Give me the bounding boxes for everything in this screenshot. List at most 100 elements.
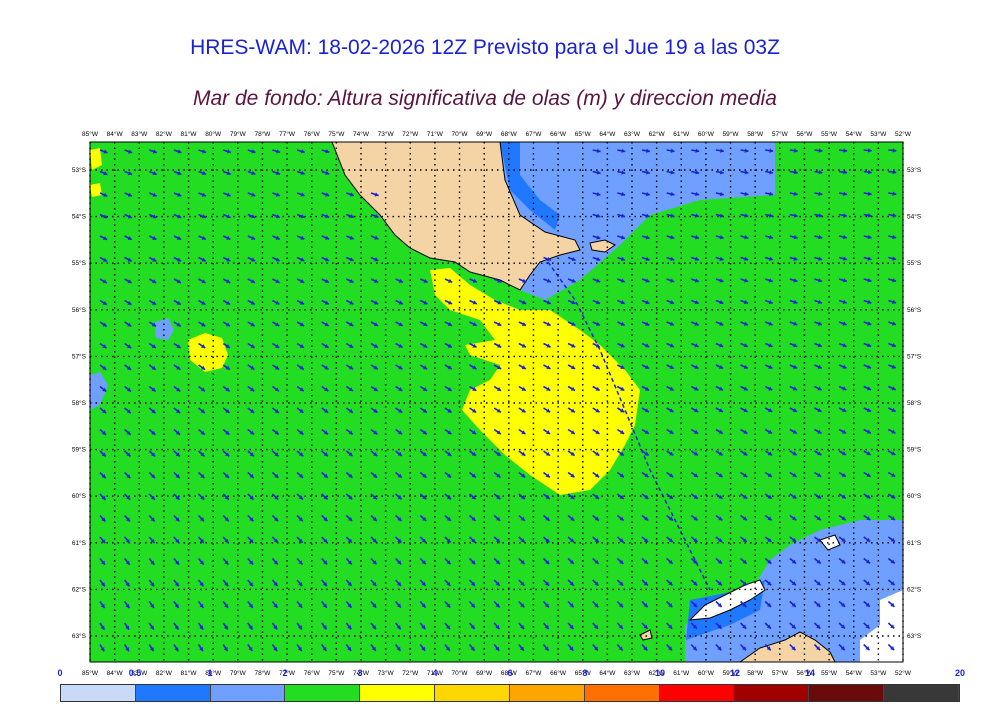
- direction-arrow-head: [544, 646, 549, 651]
- direction-arrow-head: [818, 278, 823, 283]
- direction-arrow-head: [693, 451, 699, 456]
- direction-arrow-head: [643, 603, 648, 608]
- colorbar-cell: [435, 685, 510, 701]
- direction-arrow-head: [175, 495, 180, 500]
- direction-arrow-head: [767, 559, 772, 564]
- direction-arrow-head: [719, 170, 724, 175]
- direction-arrow-head: [103, 192, 108, 197]
- direction-arrow-head: [323, 452, 328, 457]
- direction-arrow-head: [866, 429, 871, 434]
- direction-arrow-head: [767, 494, 772, 499]
- direction-arrow-head: [324, 343, 329, 348]
- direction-arrow-head: [174, 647, 179, 652]
- direction-arrow-head: [324, 300, 329, 305]
- lon-label-top: 59°W: [723, 130, 740, 138]
- direction-arrow-head: [669, 451, 674, 456]
- swell-3-4m-edge2: [90, 183, 102, 197]
- direction-arrow-head: [249, 473, 254, 478]
- direction-arrow-head: [100, 603, 105, 609]
- lat-label-left: 54°S: [72, 213, 87, 221]
- direction-arrow-head: [251, 149, 256, 154]
- direction-arrow-head: [298, 582, 303, 587]
- direction-arrow-head: [251, 192, 256, 197]
- direction-arrow-head: [151, 409, 156, 414]
- direction-arrow-head: [202, 170, 207, 176]
- direction-arrow-head: [373, 343, 378, 348]
- direction-arrow-head: [668, 538, 673, 543]
- direction-arrow-head: [396, 603, 401, 608]
- direction-arrow-head: [447, 451, 452, 456]
- direction-arrow-head: [621, 213, 626, 218]
- direction-arrow-head: [643, 624, 648, 629]
- direction-arrow-head: [325, 192, 330, 197]
- direction-arrow-head: [299, 452, 304, 457]
- direction-arrow-head: [225, 365, 230, 370]
- direction-arrow-head: [668, 624, 673, 629]
- direction-arrow-head: [151, 365, 156, 370]
- direction-arrow-head: [300, 300, 305, 305]
- lon-label-top: 60°W: [698, 130, 715, 138]
- direction-arrow-head: [398, 387, 403, 391]
- direction-arrow-head: [694, 278, 699, 283]
- direction-arrow-head: [275, 279, 280, 284]
- direction-arrow-head: [372, 495, 377, 500]
- direction-arrow-head: [199, 647, 203, 652]
- direction-arrow-head: [842, 408, 847, 412]
- direction-arrow-head: [248, 603, 253, 608]
- lat-label-right: 61°S: [907, 539, 922, 547]
- lat-label-right: 56°S: [907, 306, 922, 314]
- direction-arrow-head: [792, 451, 797, 456]
- direction-arrow-head: [324, 322, 329, 327]
- direction-arrow-head: [348, 495, 353, 500]
- direction-arrow-head: [126, 452, 131, 457]
- direction-arrow-head: [719, 278, 724, 283]
- direction-arrow-head: [596, 213, 601, 218]
- direction-arrow-head: [176, 279, 181, 284]
- direction-arrow-head: [818, 299, 823, 305]
- direction-arrow-head: [620, 256, 625, 262]
- direction-arrow-head: [151, 300, 157, 305]
- direction-arrow-head: [152, 214, 157, 219]
- direction-arrow-head: [175, 430, 180, 435]
- direction-arrow-head: [769, 148, 774, 153]
- direction-arrow-head: [546, 321, 551, 326]
- colorbar-cell: [509, 685, 585, 701]
- direction-arrow-head: [471, 473, 476, 478]
- direction-arrow-head: [546, 278, 551, 283]
- direction-arrow-head: [497, 365, 502, 370]
- direction-arrow-head: [495, 560, 500, 565]
- direction-arrow-head: [570, 473, 575, 478]
- lon-label-bottom: 74°W: [353, 669, 370, 677]
- direction-arrow-head: [842, 364, 847, 369]
- direction-arrow-head: [596, 256, 601, 262]
- direction-arrow-head: [644, 430, 649, 434]
- direction-arrow-head: [446, 516, 451, 521]
- direction-arrow-head: [719, 300, 724, 305]
- direction-arrow-head: [841, 472, 846, 477]
- direction-arrow-head: [719, 235, 724, 240]
- direction-arrow-head: [792, 408, 797, 413]
- direction-arrow-head: [793, 364, 798, 369]
- direction-arrow-head: [818, 170, 823, 175]
- direction-arrow-head: [818, 256, 823, 261]
- colorbar-cell: [61, 685, 136, 701]
- direction-arrow-head: [125, 582, 130, 587]
- direction-arrow-head: [150, 582, 155, 587]
- direction-arrow-head: [769, 191, 774, 197]
- direction-arrow-head: [275, 344, 280, 348]
- direction-arrow-head: [817, 451, 822, 456]
- direction-arrow-head: [843, 191, 847, 196]
- direction-arrow-head: [374, 214, 379, 219]
- direction-arrow-head: [348, 517, 353, 522]
- direction-arrow-head: [718, 386, 724, 391]
- direction-arrow-head: [694, 256, 699, 261]
- direction-arrow-head: [594, 516, 599, 521]
- direction-arrow-head: [866, 494, 871, 499]
- direction-arrow-head: [101, 539, 106, 544]
- land-island-3: [639, 629, 653, 641]
- direction-arrow-head: [224, 517, 229, 522]
- direction-arrow-head: [176, 409, 181, 414]
- direction-arrow-head: [226, 149, 231, 154]
- land-south-shetland: [688, 579, 766, 621]
